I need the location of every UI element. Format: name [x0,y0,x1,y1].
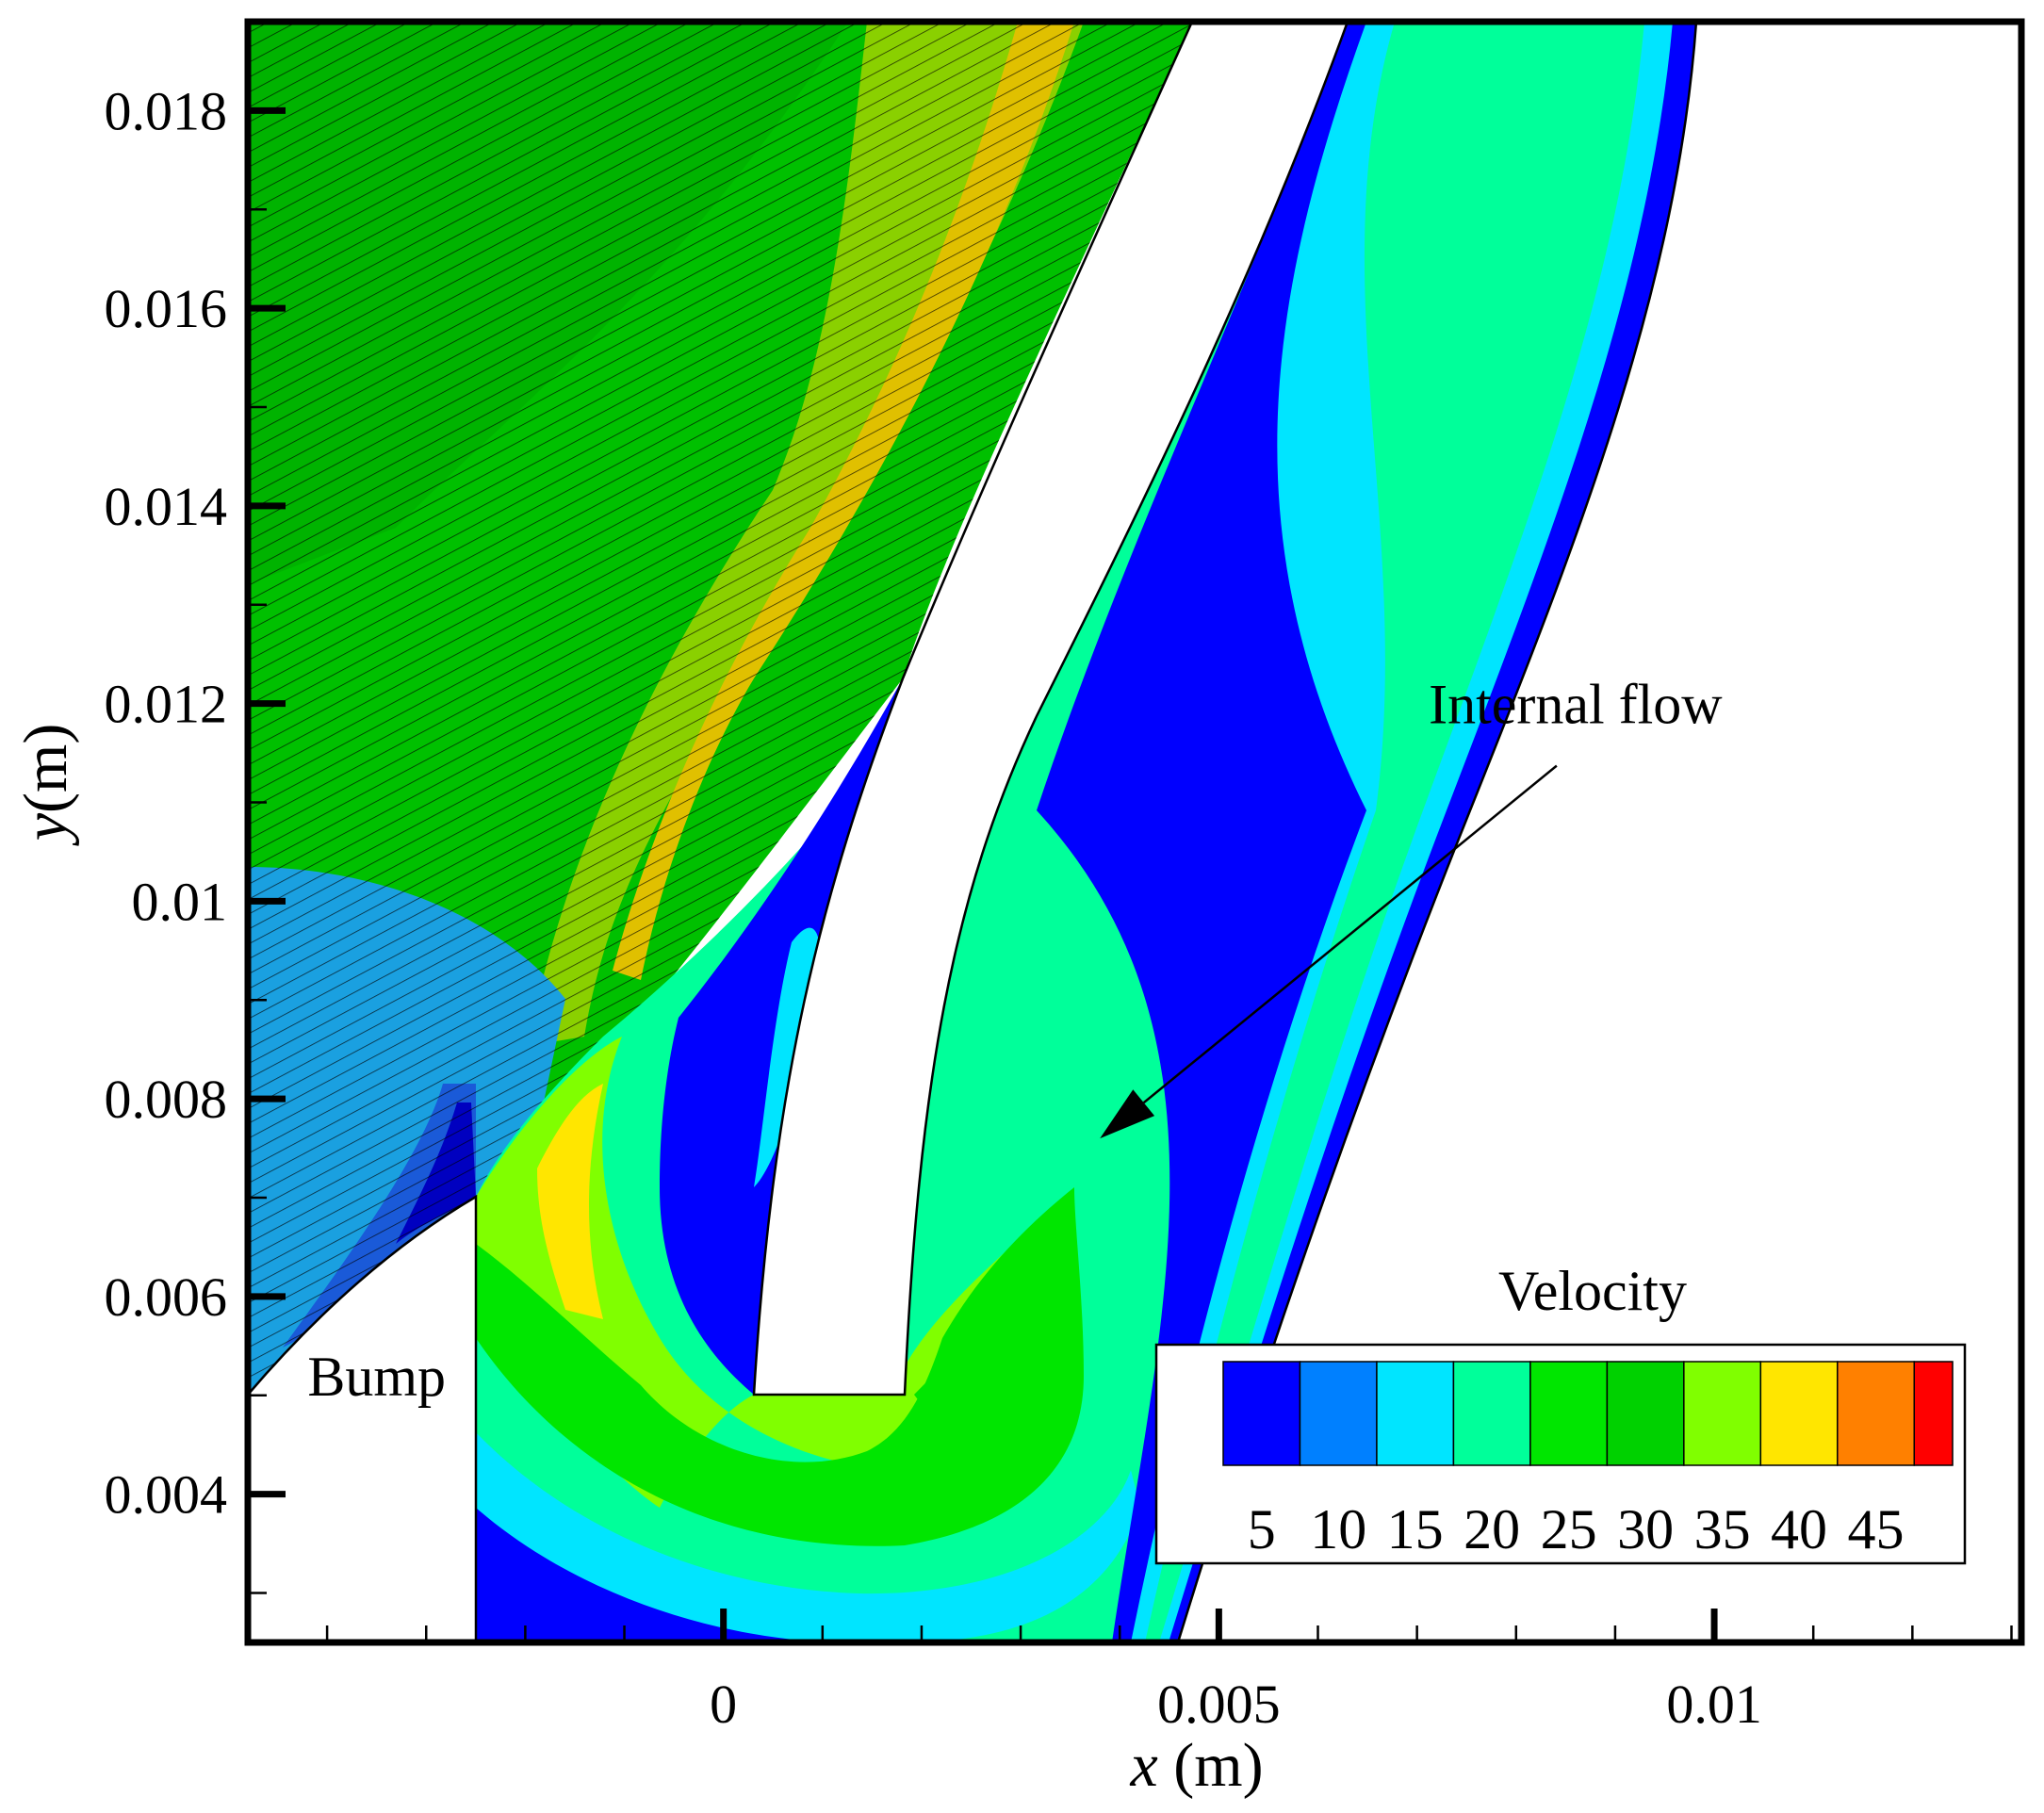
legend-tick-label: 40 [1771,1498,1827,1560]
axes-frame [244,18,2025,1646]
legend-swatch [1222,1361,1301,1466]
y-tick-label: 0.004 [105,1464,228,1526]
legend-tick-label: 5 [1248,1498,1276,1560]
legend-tick-label: 35 [1694,1498,1751,1560]
turning-band-green [476,1187,1084,1546]
annotation-arrow-head [1100,1089,1155,1139]
legend-swatches [1222,1361,1954,1466]
turning-band-cyan [476,1432,1140,1642]
internal-flow-label: Internal flow [1429,674,1723,736]
legend-tick-label: 15 [1387,1498,1444,1560]
legend-swatch [1837,1361,1916,1466]
x-axis-title: x (m) [1129,1731,1263,1800]
colorbar-legend: Velocity 5 10 15 20 25 30 35 40 45 [1154,1260,1967,1565]
y-tick-label: 0.006 [105,1266,228,1328]
y-tick-label: 0.012 [105,674,228,735]
annotation-arrow-line [1142,764,1558,1104]
channel-green-core [1145,22,1644,1642]
legend-swatch [1913,1361,1954,1466]
legend-title: Velocity [1498,1260,1687,1322]
bump-label: Bump [307,1346,446,1408]
legend-swatch [1683,1361,1762,1466]
bump-solid [248,1194,478,1642]
turning-band-yellow [537,1084,603,1319]
y-axis-title: y(m) [11,724,80,847]
annotations: Internal flow Bump [307,674,1723,1408]
y-tick-label: 0.008 [105,1069,228,1130]
x-tick-label: 0.01 [1666,1674,1762,1735]
legend-swatch [1529,1361,1609,1466]
x-tick-label: 0.005 [1157,1674,1281,1735]
x-axis: 0 0.005 0.01 [325,1609,2013,1735]
channel-inlet-green [914,1225,1048,1432]
y-tick-label: 0.016 [105,278,228,339]
legend-swatch [1299,1361,1378,1466]
legend-tick-labels: 5 10 15 20 25 30 35 40 45 [1248,1498,1905,1560]
solid-wall [752,22,1349,1396]
legend-swatch [1452,1361,1531,1466]
legend-swatch [1606,1361,1685,1466]
y-axis: 0.004 0.006 0.008 0.01 0.012 0.014 0.016 0.018 [105,80,286,1594]
wall-inner-cyan [754,927,821,1187]
legend-swatch [1376,1361,1455,1466]
legend-tick-label: 45 [1848,1498,1905,1560]
x-tick-label: 0 [710,1674,737,1735]
legend-tick-label: 30 [1617,1498,1674,1560]
y-tick-label: 0.014 [105,476,228,537]
y-tick-label: 0.018 [105,80,228,141]
legend-tick-label: 25 [1541,1498,1597,1560]
legend-tick-label: 20 [1464,1498,1520,1560]
legend-tick-label: 10 [1310,1498,1366,1560]
plot-area [248,22,2021,1642]
internal-channel [914,22,1696,1642]
legend-swatch [1759,1361,1839,1466]
turning-band-blue [476,1508,848,1642]
y-tick-label: 0.01 [132,871,228,932]
